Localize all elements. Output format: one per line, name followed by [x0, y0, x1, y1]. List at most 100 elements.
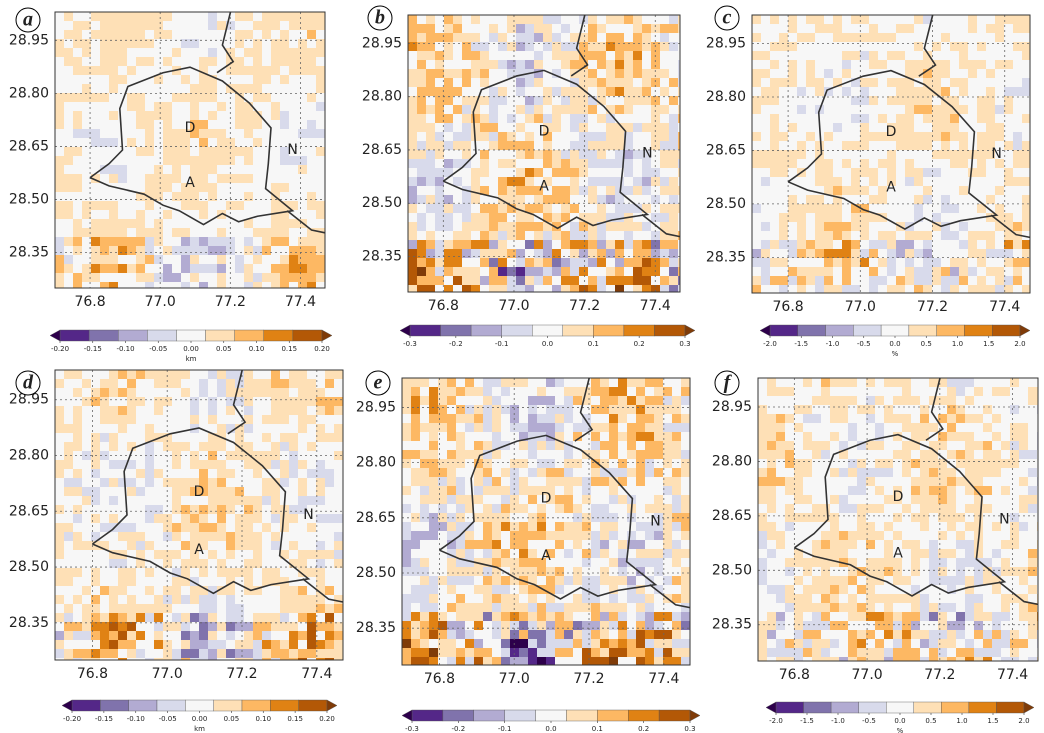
field-cell [271, 433, 280, 442]
field-cell [420, 504, 429, 513]
field-cell [307, 541, 316, 550]
field-cell [253, 514, 262, 523]
field-cell [588, 159, 597, 168]
field-cell [654, 450, 663, 459]
y-tick-label: 28.80 [362, 89, 402, 105]
field-cell [91, 246, 100, 255]
field-cell [181, 469, 190, 478]
field-cell [887, 276, 896, 285]
field-cell [73, 379, 82, 388]
field-cell [878, 78, 887, 87]
field-cell [519, 603, 528, 612]
field-cell [444, 141, 453, 150]
field-cell [525, 96, 534, 105]
colorbar-tick-label: 0.2 [634, 340, 645, 348]
field-cell [271, 415, 280, 424]
field-cell [986, 267, 995, 276]
field-cell [660, 105, 669, 114]
field-cell [154, 21, 163, 30]
field-cell [334, 406, 343, 415]
field-cell [564, 576, 573, 585]
field-cell [824, 78, 833, 87]
field-cell [977, 33, 986, 42]
field-cell [163, 255, 172, 264]
field-cell [262, 66, 271, 75]
field-cell [914, 177, 923, 186]
field-cell [172, 84, 181, 93]
field-cell [118, 388, 127, 397]
field-cell [570, 168, 579, 177]
field-cell [109, 165, 118, 174]
field-cell [235, 631, 244, 640]
field-cell [642, 24, 651, 33]
field-cell [447, 486, 456, 495]
field-cell [55, 111, 64, 120]
field-cell [525, 132, 534, 141]
field-cell [172, 478, 181, 487]
field-cell [100, 496, 109, 505]
field-cell [869, 249, 878, 258]
field-cell [465, 441, 474, 450]
field-cell [100, 264, 109, 273]
field-cell [127, 66, 136, 75]
field-cell [316, 21, 325, 30]
field-cell [797, 249, 806, 258]
field-cell [672, 450, 681, 459]
field-cell [262, 478, 271, 487]
field-cell [100, 649, 109, 658]
field-cell [761, 222, 770, 231]
field-cell [959, 141, 968, 150]
field-cell [579, 177, 588, 186]
field-cell [235, 433, 244, 442]
field-cell [642, 69, 651, 78]
field-cell [64, 138, 73, 147]
field-cell [316, 496, 325, 505]
field-cell [100, 273, 109, 282]
field-cell [82, 228, 91, 237]
field-cell [570, 267, 579, 276]
place-label: D [539, 123, 550, 139]
field-cell [100, 559, 109, 568]
field-cell [420, 486, 429, 495]
field-cell [435, 195, 444, 204]
field-cell [471, 258, 480, 267]
field-cell [1022, 141, 1030, 150]
field-cell [669, 87, 678, 96]
field-cell [878, 195, 887, 204]
field-cell [289, 469, 298, 478]
field-cell [199, 514, 208, 523]
field-cell [950, 69, 959, 78]
field-cell [573, 603, 582, 612]
field-cell [528, 594, 537, 603]
field-cell [64, 370, 73, 379]
field-cell [334, 640, 343, 649]
field-cell [869, 276, 878, 285]
colorbar-box [147, 330, 176, 341]
field-cell [561, 267, 570, 276]
field-cell [453, 285, 462, 292]
field-cell [833, 141, 842, 150]
field-cell [564, 405, 573, 414]
field-cell [109, 397, 118, 406]
field-cell [307, 604, 316, 613]
field-cell [127, 388, 136, 397]
field-cell [64, 12, 73, 21]
field-cell [136, 255, 145, 264]
field-cell [307, 12, 316, 21]
field-cell [271, 219, 280, 228]
field-cell [779, 87, 788, 96]
field-cell [73, 424, 82, 433]
field-cell [1022, 24, 1030, 33]
field-cell [226, 523, 235, 532]
field-cell [642, 222, 651, 231]
field-cell [525, 267, 534, 276]
field-cell [55, 469, 64, 478]
field-cell [208, 397, 217, 406]
field-cell [498, 240, 507, 249]
field-cell [420, 414, 429, 423]
field-cell [163, 102, 172, 111]
field-cell [507, 285, 516, 292]
field-cell [262, 165, 271, 174]
field-cell [480, 222, 489, 231]
